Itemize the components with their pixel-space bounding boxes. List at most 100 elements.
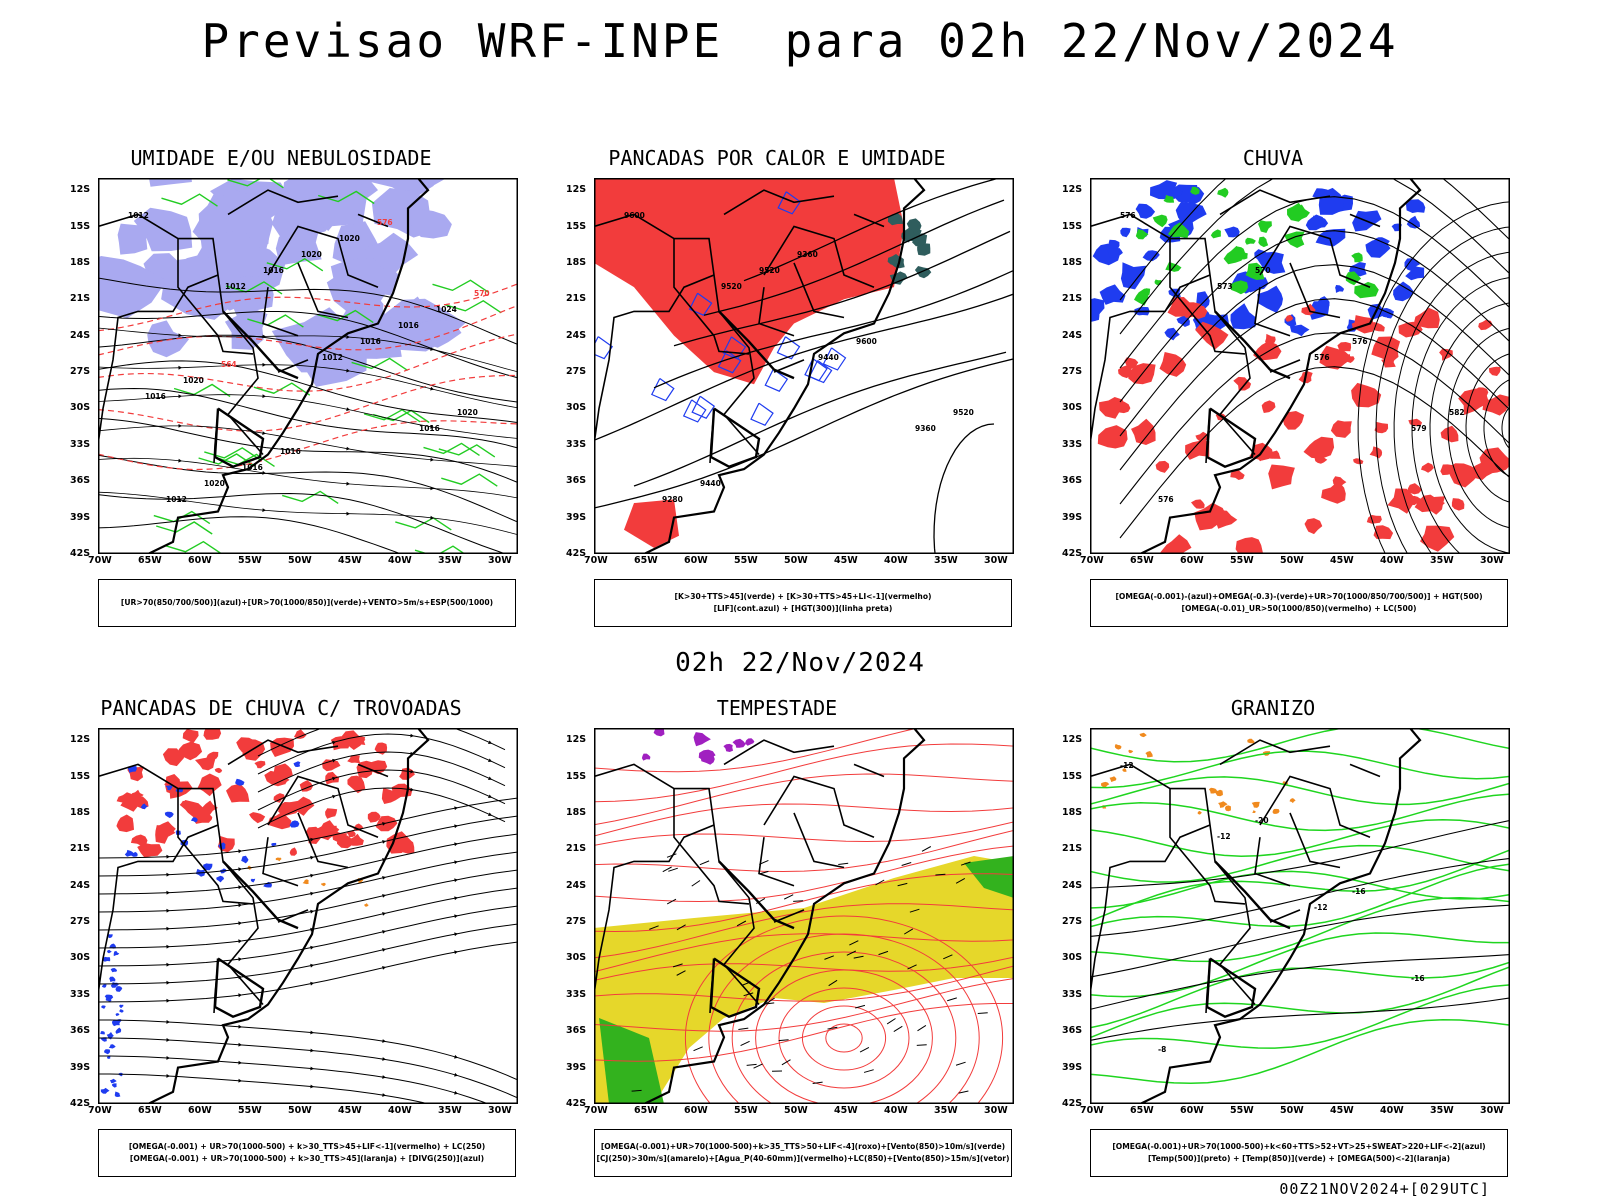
- political-border: [673, 238, 750, 355]
- lat-tick-label: 15S: [566, 220, 587, 232]
- political-border: [227, 189, 339, 216]
- humidity-contour-green: [432, 279, 489, 293]
- wind-vector: [666, 898, 677, 905]
- contour-label: 9360: [797, 250, 818, 259]
- rain-area-blue: [1404, 258, 1420, 272]
- rain-area-red: [1421, 462, 1434, 473]
- thunderstorm-area-red: [270, 737, 294, 757]
- wind-vector: [743, 992, 754, 997]
- contour-label: 579: [1411, 424, 1427, 433]
- convection-area-green: [887, 254, 901, 265]
- streamline-arrow: [454, 842, 458, 847]
- rain-area-red: [1155, 460, 1170, 473]
- streamline-arrow: [488, 794, 492, 798]
- lat-tick-label: 30S: [566, 952, 587, 964]
- temperature-850-contour-green: [1090, 966, 1510, 1039]
- thunderstorm-area-red: [249, 812, 266, 824]
- convection-area-red: [624, 499, 679, 548]
- streamline-arrow: [166, 872, 170, 877]
- streamline-arrow: [488, 776, 492, 780]
- contour-label: 9600: [624, 211, 645, 220]
- streamline-arrow: [238, 957, 242, 962]
- rain-area-red: [1261, 400, 1276, 413]
- streamline-arrow: [166, 1020, 170, 1024]
- thickness-contour-red: [98, 374, 518, 432]
- contour-label: 1016: [398, 321, 419, 330]
- rain-area-blue: [1135, 203, 1156, 219]
- contour-label: 9520: [759, 266, 780, 275]
- humidity-contour-green: [438, 444, 496, 458]
- wind-vector: [740, 1040, 750, 1047]
- rain-area-green: [1135, 229, 1149, 240]
- rain-area-red: [1230, 469, 1245, 480]
- omega-dot-orange: [1247, 738, 1255, 744]
- legend-line: [OMEGA(-0.001)-(azul)+OMEGA(-0.3)-(verde…: [1115, 592, 1483, 601]
- thunderstorm-area-red: [273, 793, 285, 803]
- political-border: [763, 225, 875, 288]
- streamline-arrow: [454, 860, 458, 865]
- wind-arrow: [346, 407, 350, 412]
- lon-tick-label: 70W: [584, 555, 608, 566]
- contour-label: 1016: [419, 424, 440, 433]
- rain-area-red: [1332, 476, 1347, 488]
- omega-dot-orange: [1128, 749, 1134, 754]
- political-border: [1169, 238, 1246, 355]
- wind-vector: [668, 867, 678, 872]
- lat-tick-label: 12S: [1062, 734, 1083, 746]
- lon-tick-label: 70W: [1080, 555, 1104, 566]
- thunderstorm-area-red: [375, 815, 398, 832]
- wind-vector: [738, 1027, 749, 1030]
- streamline-arrow: [454, 950, 458, 955]
- rain-area-blue: [1120, 262, 1147, 290]
- streamline-arrow: [238, 1024, 242, 1029]
- wind-vector: [897, 882, 908, 887]
- political-border: [718, 860, 795, 930]
- wind-vector: [736, 920, 747, 927]
- lon-tick-label: 55W: [734, 555, 758, 566]
- wind-vector: [649, 925, 659, 930]
- forecast-map: 9600 9520 9440 9360 9280 9520 9600 9520 9440 9360: [594, 178, 1014, 554]
- omega-dot-orange: [1101, 781, 1110, 788]
- geopotential-contour: [633, 351, 1007, 487]
- streamline-arrow: [454, 806, 458, 811]
- rain-area-red: [1466, 462, 1495, 480]
- divergence-dot-blue: [119, 1009, 124, 1013]
- lon-tick-label: 35W: [438, 555, 462, 566]
- rain-area-green: [1223, 245, 1244, 265]
- rain-area-red: [1407, 483, 1422, 495]
- lat-tick-label: 21S: [1062, 843, 1083, 855]
- height-contour: [1119, 178, 1510, 301]
- uruguay-border: [1205, 957, 1257, 1019]
- temperature-500-contour: [1090, 857, 1510, 937]
- divergence-dot-blue: [104, 994, 114, 1001]
- streamline-arrow: [166, 1038, 170, 1042]
- wind-vector: [631, 1089, 642, 1092]
- convection-dot-orange: [321, 882, 326, 887]
- rain-area-blue: [1164, 327, 1180, 341]
- panel-granizo: GRANIZO 12S 15S 18S 21S 24S 27S 30S 33S 36S 39S 42S…: [1038, 696, 1510, 1186]
- divergence-dot-blue: [107, 949, 112, 954]
- rain-area-red: [1304, 518, 1323, 535]
- rain-area-red: [1387, 488, 1417, 514]
- pressure-contour: [98, 277, 518, 346]
- divergence-dot-blue: [124, 849, 134, 857]
- wind-vector: [766, 997, 775, 1004]
- rain-area-blue: [1257, 285, 1283, 313]
- streamline-arrow: [454, 1090, 458, 1095]
- wind-arrow: [430, 486, 434, 491]
- lat-tick-label: 24S: [1062, 879, 1083, 891]
- contour-label: 576: [1352, 337, 1368, 346]
- political-border: [297, 262, 349, 319]
- geopotential-contour: [703, 199, 1005, 316]
- thunderstorm-area-red: [195, 757, 216, 771]
- streamline-arrow: [238, 1060, 242, 1065]
- humidity-contour-green: [445, 299, 502, 314]
- temperature-850-contour-green: [1090, 849, 1510, 922]
- map-frame: [98, 178, 518, 554]
- streamline: [257, 769, 506, 811]
- precipitable-water-contour-red: [594, 829, 1014, 873]
- contour-label: -12: [1120, 761, 1134, 770]
- streamline-arrow: [382, 966, 386, 970]
- thunderstorm-area-red: [179, 800, 204, 817]
- lon-tick-label: 60W: [1180, 555, 1204, 566]
